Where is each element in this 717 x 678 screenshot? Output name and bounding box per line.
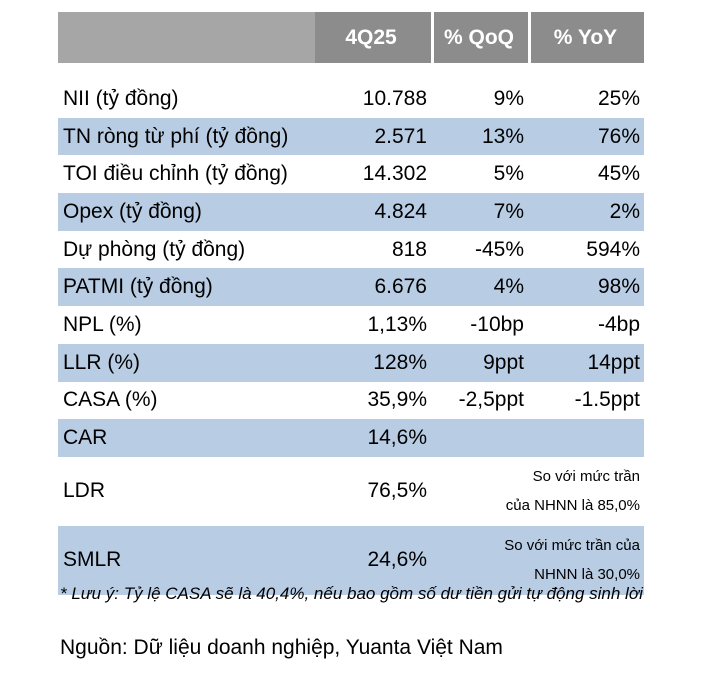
row-label: SMLR [63,548,122,572]
table-row-fee-income: TN ròng từ phí (tỷ đồng) 2.571 13% 76% [58,117,644,156]
table-row-casa: CASA (%) 35,9% -2,5ppt -1.5ppt [58,382,644,420]
row-yoy: 14ppt [587,350,640,374]
row-label: NPL (%) [63,312,142,336]
source-line: Nguồn: Dữ liệu doanh nghiệp, Yuanta Việt… [60,636,503,659]
row-value: 6.676 [374,275,427,299]
table-row-nii: NII (tỷ đồng) 10.788 9% 25% [58,80,644,118]
row-value: 14.302 [362,162,427,186]
table-row-npl: NPL (%) 1,13% -10bp -4bp [58,306,644,344]
row-remark: So với mức trần của NHNN là 30,0% [431,531,644,589]
row-label: NII (tỷ đồng) [63,86,179,110]
row-value: 2.571 [374,124,427,148]
row-yoy: 45% [597,162,640,186]
header-yoy: % YoY [528,12,644,63]
row-qoq: 4% [493,275,524,299]
table-row-patmi: PATMI (tỷ đồng) 6.676 4% 98% [58,268,644,307]
row-value: 35,9% [367,388,427,412]
table-header: 4Q25 % QoQ % YoY [58,12,644,63]
row-yoy: 76% [597,124,640,148]
table-row-provision: Dự phòng (tỷ đồng) 818 -45% 594% [58,231,644,269]
row-yoy: 25% [597,86,640,110]
row-value: 10.788 [362,86,427,110]
remark-line-2: của NHNN là 85,0% [505,497,640,515]
table-row-opex: Opex (tỷ đồng) 4.824 7% 2% [58,193,644,231]
row-value: 128% [373,350,427,374]
header-period: 4Q25 [315,12,431,63]
table-row-smlr: SMLR 24,6% So với mức trần của NHNN là 3… [58,525,644,595]
table-row-toi: TOI điều chỉnh (tỷ đồng) 14.302 5% 45% [58,155,644,193]
remark-line-1: So với mức trần [532,468,640,486]
row-yoy: 98% [597,275,640,299]
row-label: CASA (%) [63,388,158,412]
row-value: 76,5% [367,479,427,503]
row-label: TOI điều chỉnh (tỷ đồng) [63,162,288,186]
row-qoq: -10bp [470,312,524,336]
header-qoq: % QoQ [431,12,528,63]
table-row-car: CAR 14,6% [58,419,644,457]
row-qoq: 9% [493,86,524,110]
row-yoy: 594% [586,237,640,261]
row-yoy: 2% [609,199,640,223]
row-value: 818 [391,237,427,261]
footnote: * Lưu ý: Tỷ lệ CASA sẽ là 40,4%, nếu bao… [60,584,643,603]
header-blank-cell [58,12,315,63]
table-row-llr: LLR (%) 128% 9ppt 14ppt [58,343,644,382]
row-label: TN ròng từ phí (tỷ đồng) [63,124,289,148]
row-qoq: -45% [474,237,524,261]
row-label: CAR [63,426,108,450]
row-label: Opex (tỷ đồng) [63,199,202,223]
row-value: 4.824 [374,199,427,223]
row-label: LDR [63,479,106,503]
row-qoq: 5% [493,162,524,186]
row-yoy: -1.5ppt [574,388,640,412]
row-qoq: 13% [481,124,524,148]
row-qoq: -2,5ppt [458,388,524,412]
remark-line-2: NHNN là 30,0% [534,566,640,584]
row-value: 1,13% [367,312,427,336]
row-label: PATMI (tỷ đồng) [63,275,213,299]
row-remark: So với mức trần của NHNN là 85,0% [431,462,644,520]
row-yoy: -4bp [597,312,640,336]
row-label: LLR (%) [63,350,141,374]
row-value: 14,6% [367,426,427,450]
row-qoq: 7% [493,199,524,223]
table-row-ldr: LDR 76,5% So với mức trần của NHNN là 85… [58,457,644,526]
row-label: Dự phòng (tỷ đồng) [63,237,246,261]
remark-line-1: So với mức trần của [504,537,640,555]
row-qoq: 9ppt [483,350,524,374]
financial-summary-table: 4Q25 % QoQ % YoY NII (tỷ đồng) 10.788 9%… [58,12,644,595]
row-value: 24,6% [367,548,427,572]
